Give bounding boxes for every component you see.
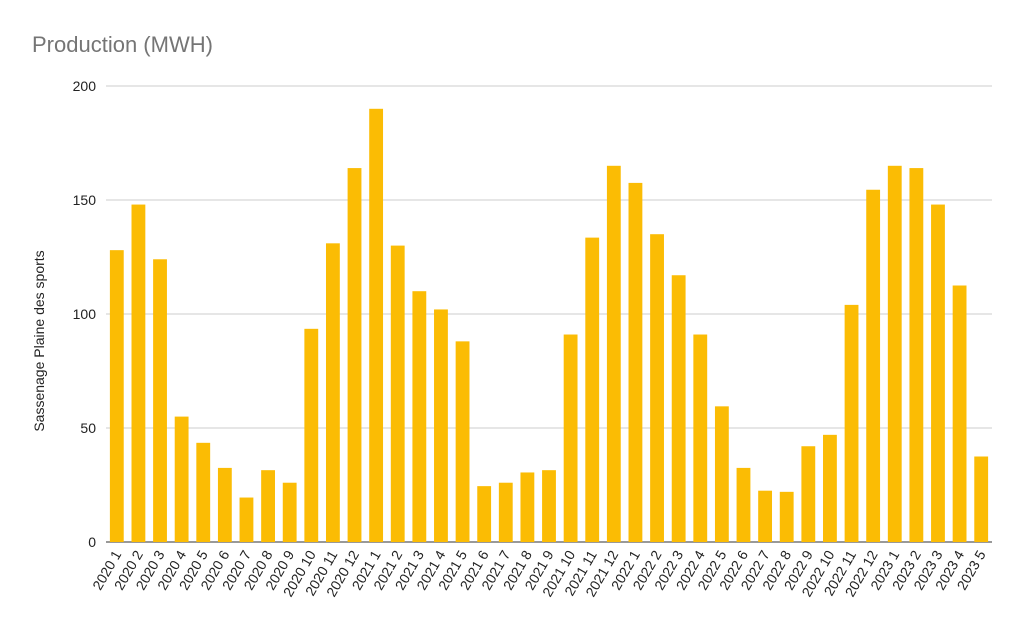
y-tick-labels: 0 50 100 150 200 [73,78,97,550]
bar [239,497,254,542]
bar [109,250,124,542]
y-tick-label: 150 [73,192,97,208]
bar [542,470,556,542]
bar [844,304,859,542]
bar [714,406,729,542]
bar [304,328,319,542]
bar [628,182,643,542]
bar [650,234,664,542]
y-tick-label: 0 [88,534,96,550]
bar [823,434,837,542]
bar [974,456,989,542]
bar [282,482,297,542]
bar [217,467,232,542]
bar [671,275,686,542]
bar [196,442,211,542]
bar [585,237,600,542]
y-tick-label: 200 [73,78,97,94]
y-tick-label: 50 [80,420,96,436]
y-tick-label: 100 [73,306,97,322]
bar [153,259,167,542]
bar [325,243,340,542]
y-axis-label: Sassenage Plaine des sports [31,250,47,431]
bar [563,334,578,542]
bar [606,165,621,543]
bar [520,472,535,542]
bar [347,168,362,542]
bar [887,165,902,543]
bars [109,108,989,543]
bar [736,467,751,542]
bar [952,285,967,542]
chart-title: Production (MWH) [32,32,213,57]
bar [390,245,405,542]
bar [866,189,881,543]
bar [434,309,448,542]
bar [369,108,384,543]
bar [412,291,427,542]
bar [779,491,794,542]
bar [174,416,189,542]
gridlines [106,85,992,543]
bar [931,204,945,542]
bar [693,334,708,542]
bar [909,168,924,542]
bar [801,446,816,542]
bar [131,204,146,542]
bar [498,482,513,542]
bar [455,341,470,542]
bar [758,490,773,542]
bar [477,486,492,542]
bar [261,470,275,542]
